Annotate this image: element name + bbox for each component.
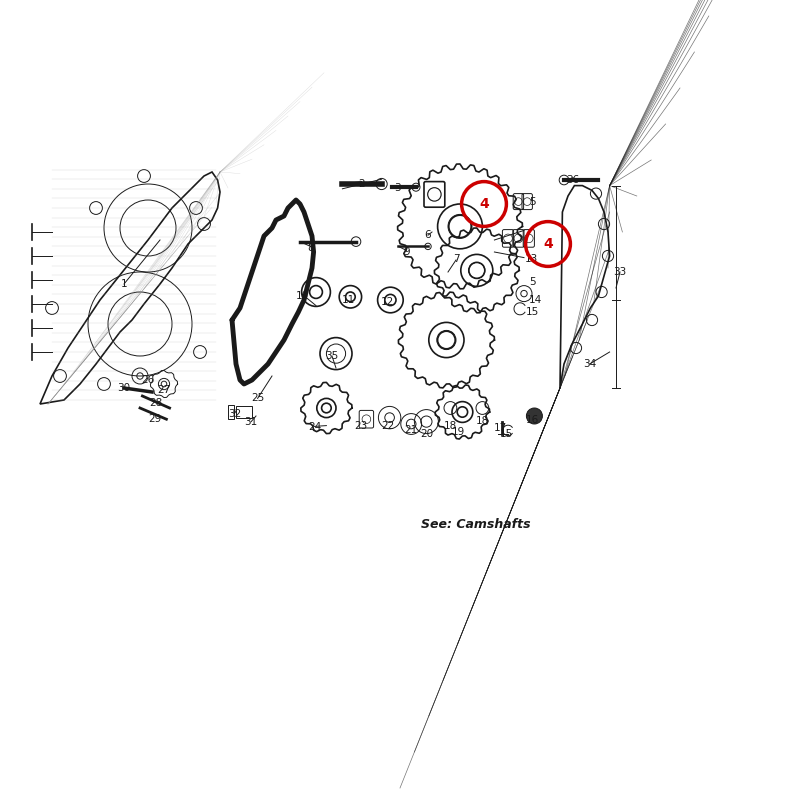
Text: 18: 18	[476, 416, 489, 426]
Text: 7: 7	[453, 254, 459, 264]
Text: 12: 12	[381, 298, 394, 307]
Text: 33: 33	[614, 267, 626, 277]
Text: 29: 29	[148, 414, 161, 424]
Text: 13: 13	[525, 254, 538, 264]
Text: 34: 34	[583, 359, 596, 369]
Text: 10: 10	[296, 291, 309, 301]
Text: 5: 5	[529, 277, 535, 286]
Text: 1: 1	[121, 279, 127, 289]
Text: 17: 17	[494, 423, 507, 433]
Text: 24: 24	[308, 422, 321, 432]
Text: 30: 30	[118, 383, 130, 393]
Text: 36: 36	[566, 175, 579, 185]
Text: 25: 25	[251, 394, 264, 403]
Text: 2: 2	[358, 179, 365, 189]
Text: 19: 19	[452, 427, 465, 437]
Text: 14: 14	[529, 295, 542, 305]
Text: 15: 15	[526, 307, 538, 317]
Text: 32: 32	[228, 410, 241, 419]
Circle shape	[526, 408, 542, 424]
Text: 28: 28	[150, 398, 162, 408]
Text: 4: 4	[479, 197, 489, 211]
Text: 8: 8	[307, 243, 314, 253]
Text: 22: 22	[382, 421, 394, 430]
Text: 31: 31	[245, 418, 258, 427]
Text: 21: 21	[404, 426, 417, 435]
Text: 23: 23	[354, 421, 367, 430]
Text: 35: 35	[326, 351, 338, 361]
Text: 16: 16	[526, 415, 539, 425]
Text: 9: 9	[403, 247, 410, 257]
Text: 11: 11	[342, 295, 354, 305]
Text: 20: 20	[420, 429, 433, 438]
Text: 5: 5	[529, 197, 535, 206]
Text: See: Camshafts: See: Camshafts	[421, 518, 531, 530]
Text: 15: 15	[500, 429, 513, 438]
Text: 4: 4	[543, 237, 553, 251]
Text: 3: 3	[394, 183, 401, 193]
Text: 6: 6	[425, 230, 431, 240]
Text: 26: 26	[142, 375, 154, 385]
Text: 27: 27	[158, 386, 170, 395]
Text: 18: 18	[444, 421, 457, 430]
